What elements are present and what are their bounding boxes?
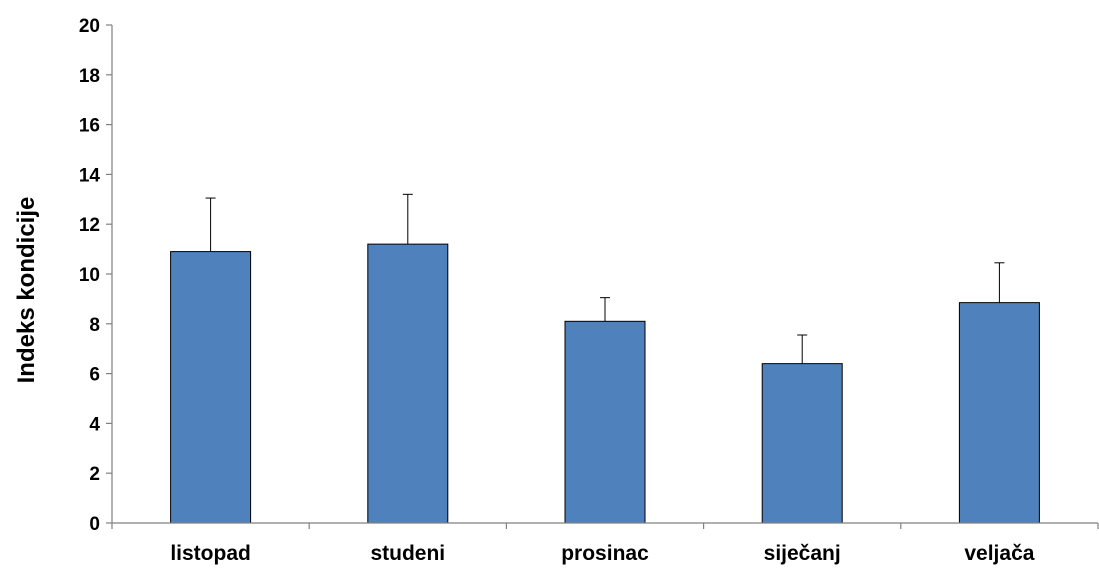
bar-listopad <box>170 251 252 524</box>
y-tick-label: 2 <box>89 464 100 485</box>
y-tick-label: 8 <box>89 315 100 336</box>
y-tick-label: 10 <box>79 265 100 286</box>
y-tick-label: 12 <box>79 215 100 236</box>
y-axis-ticks: 0 2 4 6 8 10 12 14 16 18 20 <box>79 16 112 535</box>
x-category-label: studeni <box>370 542 445 565</box>
error-bars <box>205 193 1005 364</box>
y-tick-label: 20 <box>79 16 100 37</box>
x-axis-ticks: listopad studeni prosinac siječanj veljača <box>111 523 1099 565</box>
y-tick-label: 0 <box>89 514 100 535</box>
bar-prosinac <box>564 320 646 524</box>
y-tick-label: 16 <box>79 116 100 137</box>
y-axis-title: Indeks kondicije <box>13 197 40 384</box>
x-category-label: siječanj <box>764 542 841 565</box>
bar-siječanj <box>761 363 843 524</box>
y-tick-label: 6 <box>89 365 100 386</box>
y-tick-label: 18 <box>79 66 100 87</box>
bar-veljača <box>958 302 1040 524</box>
y-tick-label: 4 <box>89 414 100 435</box>
bar-studeni <box>367 243 449 524</box>
y-tick-label: 14 <box>79 165 101 186</box>
x-category-label: veljača <box>964 542 1034 565</box>
x-category-label: listopad <box>170 542 251 565</box>
bars <box>170 243 1040 524</box>
x-category-label: prosinac <box>561 542 649 565</box>
